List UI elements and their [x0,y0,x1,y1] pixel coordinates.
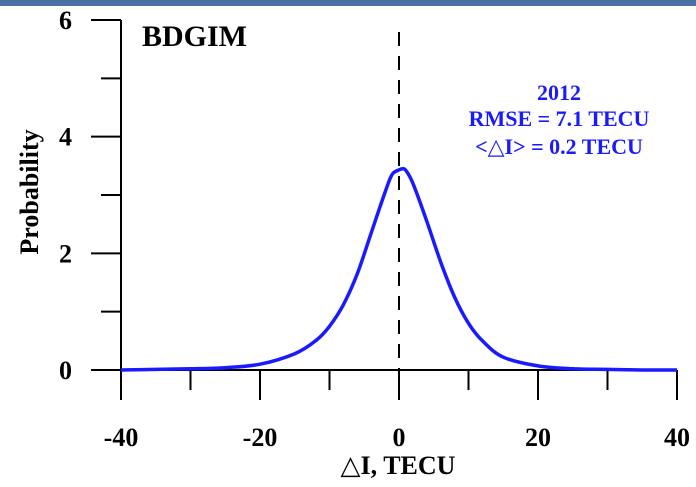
y-tick-label: 6 [59,6,72,35]
annotation-line: RMSE = 7.1 TECU [469,106,650,131]
top-border-bar [0,0,696,6]
x-tick-label: -40 [104,423,139,452]
annotation-line: 2012 [537,80,581,105]
y-tick-label: 4 [59,123,72,152]
ticks [91,19,678,400]
chart-title: BDGIM [142,20,247,53]
y-tick-label: 2 [59,239,72,268]
x-tick-label: 0 [393,423,406,452]
x-tick-label: -20 [243,423,278,452]
x-tick-label: 40 [664,423,690,452]
axes [120,20,677,371]
x-tick-label: 20 [525,423,551,452]
distribution-curve [120,166,678,372]
y-tick-label: 0 [59,356,72,385]
x-axis-label: △I, TECU [341,451,456,480]
y-axis-label: Probability [15,129,44,254]
tick-labels: -40 -20 0 20 40 0 2 4 6 [59,6,690,452]
annotation-line: <△I> = 0.2 TECU [475,134,643,159]
